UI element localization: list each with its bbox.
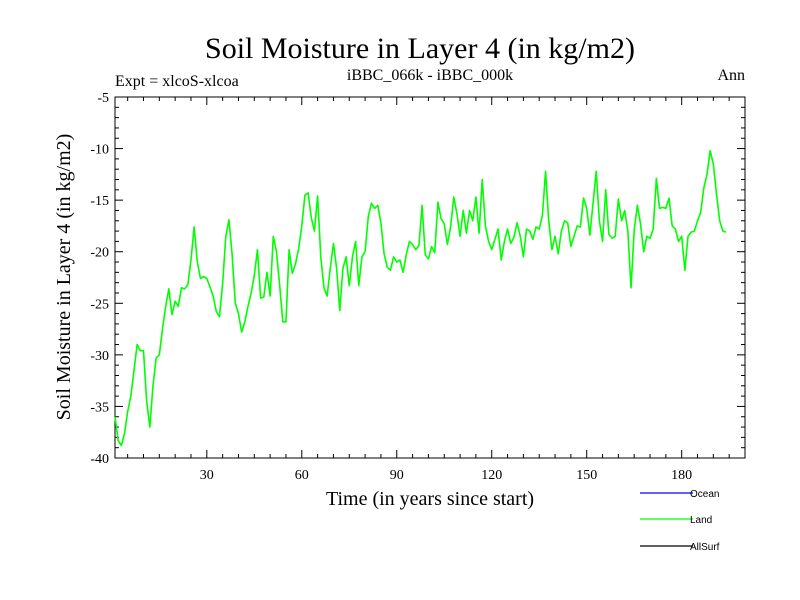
- period-label: Ann: [717, 67, 745, 84]
- legend-label-allsurf: AllSurf: [690, 542, 720, 553]
- x-axis-label: Time (in years since start): [326, 488, 534, 510]
- x-tick-label: 150: [576, 468, 597, 483]
- x-tick-label: 180: [671, 468, 692, 483]
- experiment-label: Expt = xlcoS-xlcoa: [115, 73, 239, 90]
- y-tick-label: -40: [90, 452, 109, 467]
- x-tick-label: 30: [200, 468, 214, 483]
- y-tick-label: -20: [90, 246, 109, 261]
- y-tick-label: -10: [90, 143, 109, 158]
- legend: Ocean Land AllSurf: [640, 489, 720, 553]
- x-tick-label: 60: [295, 468, 309, 483]
- legend-label-land: Land: [690, 515, 712, 526]
- y-axis-label: Soil Moisture in Layer 4 (in kg/m2): [53, 134, 75, 421]
- x-tick-label: 90: [390, 468, 404, 483]
- chart-title: Soil Moisture in Layer 4 (in kg/m2): [205, 32, 635, 65]
- y-tick-label: -25: [90, 297, 109, 312]
- x-tick-label: 120: [481, 468, 502, 483]
- y-tick-label: -30: [90, 349, 109, 364]
- x-axis: 30 60 90 120 150 180: [127, 97, 730, 483]
- y-tick-label: -35: [90, 400, 109, 415]
- plot-frame: [114, 96, 746, 459]
- y-axis: -40 -35 -30 -25 -20 -15 -10 -5: [90, 91, 745, 467]
- series-line-land: [114, 149, 727, 447]
- legend-label-ocean: Ocean: [690, 489, 719, 500]
- series-group: [114, 149, 727, 447]
- y-tick-label: -5: [97, 91, 109, 106]
- run-comparison-label: iBBC_066k - iBBC_000k: [347, 67, 513, 84]
- y-tick-label: -15: [90, 194, 109, 209]
